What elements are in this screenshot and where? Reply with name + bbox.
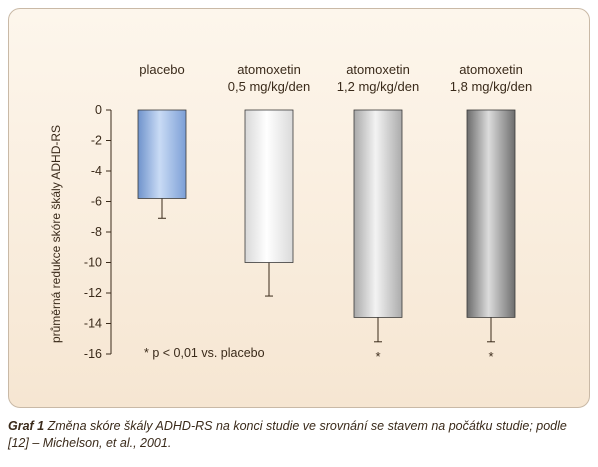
category-label: 0,5 mg/kg/den (228, 79, 310, 94)
y-tick-label: -2 (91, 134, 102, 148)
y-tick-label: -6 (91, 195, 102, 209)
category-label: atomoxetin (237, 62, 301, 77)
bar-chart: 0 -2 -4 -6 -8 -10 -12 -14 -16 * * placebo atomoxet… (49, 62, 532, 364)
category-label: atomoxetin (346, 62, 410, 77)
y-axis-label: průměrná redukce skóre škály ADHD-RS (49, 125, 63, 343)
significance-marker: * (375, 349, 380, 364)
y-tick-label: 0 (95, 103, 102, 117)
category-label: atomoxetin (459, 62, 523, 77)
y-tick-label: -12 (84, 286, 102, 300)
category-label: 1,8 mg/kg/den (450, 79, 532, 94)
significance-marker: * (488, 349, 493, 364)
y-tick-label: -4 (91, 164, 102, 178)
bar (137, 109, 187, 199)
figure-caption: Graf 1 Změna skóre škály ADHD-RS na konc… (8, 418, 590, 452)
bar (466, 109, 516, 318)
caption-text: Změna skóre škály ADHD-RS na konci studi… (8, 419, 567, 450)
bar (353, 109, 403, 318)
category-label: 1,2 mg/kg/den (337, 79, 419, 94)
caption-lead: Graf 1 (8, 419, 45, 433)
y-tick-label: -8 (91, 225, 102, 239)
significance-note: * p < 0,01 vs. placebo (144, 346, 265, 360)
category-label: placebo (139, 62, 185, 77)
y-tick-label: -10 (84, 256, 102, 270)
bar (244, 109, 294, 263)
y-tick-label: -16 (84, 347, 102, 361)
y-tick-label: -14 (84, 317, 102, 331)
